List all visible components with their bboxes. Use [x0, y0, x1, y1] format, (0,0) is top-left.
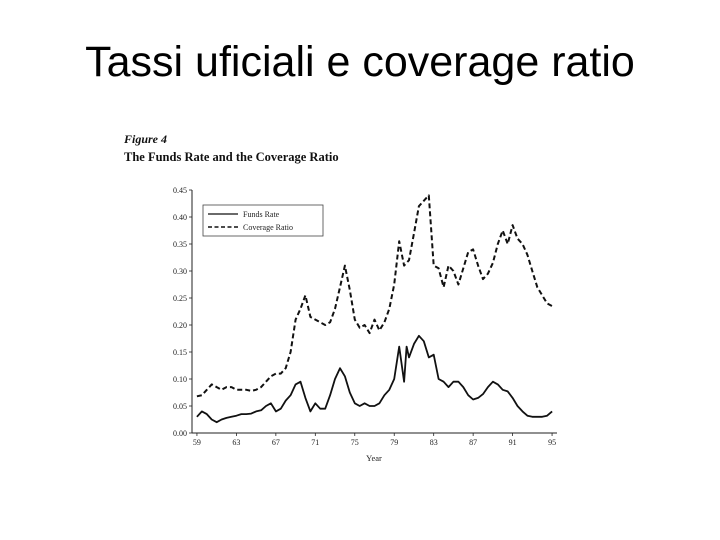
legend-box [202, 204, 324, 237]
y-tick-label: 0.10 [173, 375, 187, 384]
y-tick-label: 0.05 [173, 402, 187, 411]
x-axis-label: Year [366, 453, 382, 463]
y-tick-label: 0.00 [173, 429, 187, 438]
legend-label-coverage-ratio: Coverage Ratio [243, 223, 293, 232]
y-tick-label: 0.40 [173, 213, 187, 222]
series-line-funds-rate [196, 334, 553, 424]
x-tick-labels: 59 63 67 71 75 79 83 87 91 95 [193, 433, 556, 447]
figure-label: Figure 4 [124, 132, 168, 146]
x-tick-label: 83 [430, 438, 438, 447]
y-tick-label: 0.20 [173, 321, 187, 330]
y-tick-label: 0.25 [173, 294, 187, 303]
x-tick-label: 75 [351, 438, 359, 447]
chart-axes [191, 190, 557, 434]
y-tick-labels: 0.00 0.05 0.10 0.15 0.20 0.25 0.30 0.35 0.40 0.45 [173, 186, 192, 438]
x-tick-label: 63 [232, 438, 240, 447]
legend-label-funds-rate: Funds Rate [243, 210, 280, 219]
y-tick-label: 0.35 [173, 240, 187, 249]
figure-title: The Funds Rate and the Coverage Ratio [124, 150, 339, 164]
x-tick-label: 95 [548, 438, 556, 447]
series-layer [196, 194, 553, 424]
x-tick-label: 71 [311, 438, 319, 447]
slide-title: Tassi uficiali e coverage ratio [85, 38, 635, 86]
y-tick-label: 0.30 [173, 267, 187, 276]
y-tick-label: 0.15 [173, 348, 187, 357]
series-line-coverage-ratio [196, 194, 553, 398]
x-tick-label: 79 [390, 438, 398, 447]
y-tick-label: 0.45 [173, 186, 187, 195]
x-tick-label: 67 [272, 438, 280, 447]
x-tick-label: 91 [509, 438, 517, 447]
x-tick-label: 59 [193, 438, 201, 447]
chart-legend: Funds Rate Coverage Ratio [202, 204, 324, 237]
x-tick-label: 87 [469, 438, 477, 447]
